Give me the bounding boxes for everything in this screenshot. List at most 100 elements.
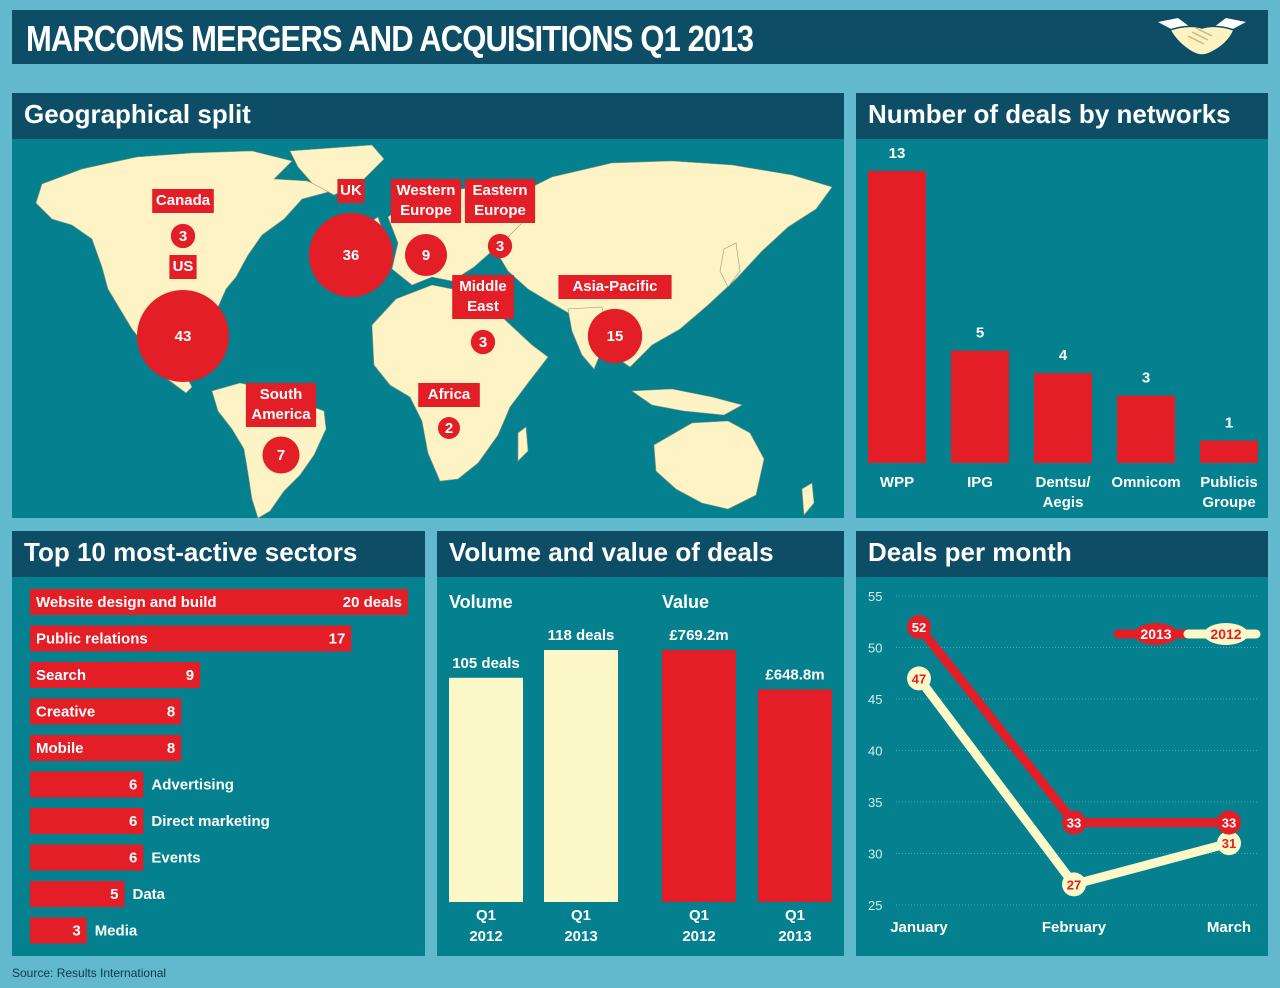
region-asia-pacific: Asia-Pacific 15: [558, 275, 672, 364]
region-eastern-europe: Eastern Europe 3: [464, 179, 536, 259]
network-bar: [1034, 373, 1092, 463]
sector-bar: [30, 844, 144, 871]
series-point-label: 31: [1222, 836, 1236, 851]
networks-heading: Number of deals by networks: [856, 93, 1268, 139]
region-bubble: [470, 329, 496, 355]
x-tick-label: March: [1207, 919, 1251, 936]
volume-axis-label: Q1: [785, 907, 805, 924]
networks-chart: 13 WPP 5 IPG 4 Dentsu/Aegis 3 Omnicom 1 Publicis G…: [868, 145, 1258, 511]
sector-value: 3: [72, 923, 80, 940]
network-label: Dentsu/: [1035, 474, 1091, 491]
region-bubble: [170, 223, 196, 249]
region-markers: Canada 3 US 43 UK 36 Western Europe 9 Eastern Euro…: [137, 179, 672, 474]
series-point: [907, 666, 931, 691]
sector-label: Data: [133, 886, 166, 903]
volume-bar: [544, 650, 618, 902]
sector-bar: [30, 625, 352, 652]
y-tick-label: 50: [868, 641, 882, 656]
y-tick-label: 35: [868, 795, 882, 810]
region-label-box: [464, 179, 536, 223]
indonesia-shape: [631, 388, 743, 416]
sector-label: Advertising: [151, 777, 234, 794]
volume-axis-label: 2013: [778, 928, 811, 945]
volume-value: £648.8m: [765, 666, 824, 683]
region-value: 7: [277, 447, 285, 464]
sector-value: 6: [129, 777, 137, 794]
sector-value: 8: [167, 740, 175, 757]
sector-label: Website design and build: [36, 594, 217, 611]
y-tick-label: 40: [868, 744, 882, 759]
network-value: 1: [1225, 415, 1233, 432]
network-label: Omnicom: [1111, 474, 1180, 491]
region-label: Canada: [156, 192, 211, 209]
region-value: 36: [343, 247, 360, 264]
title-bar: MARCOMS MERGERS AND ACQUISITIONS Q1 2013: [12, 10, 1268, 64]
network-bar: [1117, 395, 1175, 463]
sector-value: 8: [167, 704, 175, 721]
x-tick-label: January: [890, 919, 948, 936]
volume-chart: Volume Value 105 deals Q1 2012 118 deals Q1 201…: [449, 592, 832, 945]
australia-shape: [653, 420, 765, 510]
sector-bar: [30, 662, 201, 688]
sector-label: Media: [95, 923, 138, 940]
region-label-box: [390, 179, 462, 223]
region-label-box: [245, 383, 317, 427]
sector-value: 17: [329, 631, 346, 648]
series-point-label: 47: [912, 671, 926, 686]
network-value: 5: [976, 325, 984, 342]
source-note: Source: Results International: [12, 966, 167, 980]
series-point: [1217, 810, 1241, 835]
network-value: 13: [889, 145, 906, 162]
geo-panel: Geographical split Canada 3 US 43 UK 36 Wester…: [12, 93, 844, 518]
y-tick-label: 45: [868, 692, 882, 707]
sector-label: Public relations: [36, 631, 148, 648]
sector-label: Direct marketing: [151, 813, 269, 830]
region-us: US 43: [137, 255, 229, 382]
volume-axis-label: 2012: [682, 928, 715, 945]
region-bubble: [404, 233, 448, 277]
network-bar: [951, 350, 1009, 463]
volume-bar: [449, 677, 523, 902]
region-label-box: [418, 383, 480, 407]
region-label: Eastern: [472, 182, 527, 199]
region-bubble: [587, 308, 643, 364]
region-western-europe: Western Europe 9: [390, 179, 462, 277]
region-label-box: [152, 189, 214, 213]
region-label: Europe: [400, 202, 452, 219]
series-point: [1062, 872, 1086, 897]
region-value: 3: [479, 334, 487, 351]
madagascar-shape: [517, 426, 529, 462]
sector-bar: [30, 698, 182, 725]
sector-label: Search: [36, 667, 86, 684]
network-label: Aegis: [1043, 494, 1084, 511]
region-bubble: [487, 233, 513, 259]
monthly-heading: Deals per month: [856, 531, 1268, 577]
sectors-chart: 20 deals Website design and build 17 Public…: [30, 589, 408, 944]
sector-label: Creative: [36, 704, 95, 721]
region-bubble: [262, 436, 300, 474]
volume-axis-label: 2012: [469, 928, 502, 945]
volume-value: £769.2m: [669, 627, 728, 644]
sector-bar: [30, 589, 408, 615]
x-tick-label: February: [1042, 919, 1107, 936]
region-label: US: [173, 258, 194, 275]
network-label: Publicis: [1200, 474, 1258, 491]
sector-bar: [30, 771, 144, 798]
sector-value: 5: [110, 886, 118, 903]
page-title: MARCOMS MERGERS AND ACQUISITIONS Q1 2013: [26, 18, 754, 59]
region-label: America: [251, 406, 311, 423]
sector-value: 9: [186, 667, 194, 684]
region-label-box: [337, 179, 365, 203]
series-point: [1062, 810, 1086, 835]
region-value: 9: [422, 247, 430, 264]
sector-label: Events: [151, 850, 200, 867]
region-label: Western: [397, 182, 456, 199]
region-africa: Africa 2: [418, 383, 480, 439]
volume-bar: [662, 650, 736, 902]
region-canada: Canada 3: [152, 189, 214, 249]
region-label: Africa: [428, 386, 471, 403]
legend-swatch: [1134, 623, 1178, 645]
sector-label: Mobile: [36, 740, 84, 757]
series-line-2013: [915, 624, 1229, 828]
volume-subheading: Volume: [449, 592, 513, 612]
